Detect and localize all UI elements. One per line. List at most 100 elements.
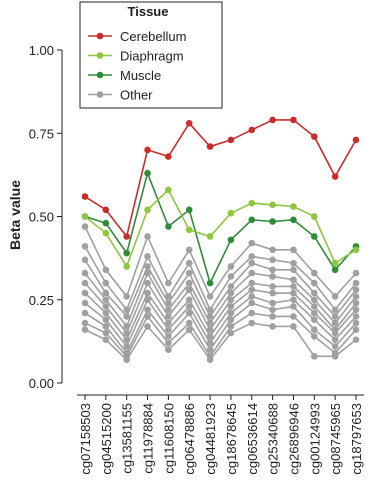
data-point: [165, 339, 172, 347]
data-line: [84, 170, 357, 286]
data-point: [81, 309, 89, 317]
data-point: [352, 269, 360, 277]
x-tick-label: cg18678645: [224, 403, 239, 475]
data-point: [102, 279, 110, 287]
legend-marker: [96, 71, 104, 79]
data-point: [102, 266, 110, 274]
data-point: [185, 309, 193, 317]
data-line: [84, 271, 357, 328]
data-point: [144, 306, 151, 314]
data-point: [269, 266, 276, 274]
data-point: [185, 279, 193, 287]
data-point: [165, 153, 172, 160]
data-point: [248, 216, 256, 224]
data-line: [84, 288, 357, 342]
x-tick-label: cg06536614: [245, 403, 260, 475]
data-point: [144, 289, 151, 297]
data-point: [248, 239, 256, 247]
data-point: [123, 233, 130, 240]
legend-marker: [96, 52, 104, 59]
data-point: [269, 201, 276, 209]
data-point: [290, 216, 297, 224]
data-point: [227, 263, 235, 270]
data-point: [123, 249, 130, 257]
data-point: [290, 259, 297, 267]
data-point: [102, 206, 110, 214]
x-tick-label: cg08745965: [328, 403, 343, 475]
data-point: [144, 253, 151, 260]
data-point: [102, 303, 110, 310]
data-point: [206, 346, 214, 354]
data-point: [102, 296, 110, 304]
data-point: [144, 169, 151, 177]
x-tick-label: cg06478886: [182, 403, 197, 475]
data-point: [165, 306, 172, 314]
data-point: [185, 206, 193, 214]
data-point: [311, 303, 318, 310]
data-point: [123, 356, 130, 363]
data-point: [290, 276, 297, 284]
data-point: [331, 293, 339, 300]
data-point: [165, 299, 172, 307]
data-point: [185, 259, 193, 267]
data-point: [102, 316, 110, 324]
y-tick-label: 0.00: [29, 376, 54, 391]
data-point: [290, 313, 297, 320]
y-tick-label: 1.00: [29, 43, 54, 58]
data-point: [311, 233, 318, 240]
data-point: [102, 329, 110, 337]
data-point: [248, 279, 256, 287]
x-tick-label: cg25340688: [266, 403, 281, 475]
data-point: [269, 218, 276, 225]
data-point: [206, 319, 214, 327]
data-point: [290, 296, 297, 304]
data-point: [185, 296, 193, 304]
data-point: [102, 323, 110, 330]
data-point: [81, 289, 89, 297]
data-point: [185, 303, 193, 310]
data-point: [227, 309, 235, 317]
data-point: [269, 313, 276, 320]
legend-marker: [96, 91, 104, 98]
data-point: [123, 313, 130, 320]
data-point: [227, 283, 235, 290]
x-tick-label: cg13581155: [120, 403, 135, 474]
x-tick-label: cg18797653: [349, 403, 364, 475]
x-tick-label: cg07158503: [78, 403, 93, 475]
legend-label: Cerebellum: [120, 29, 186, 44]
data-point: [102, 229, 110, 237]
data-point: [227, 329, 235, 337]
data-point: [311, 269, 318, 277]
data-line: [84, 295, 357, 348]
legend-title: Tissue: [128, 4, 169, 19]
data-point: [81, 213, 89, 220]
data-point: [331, 173, 339, 180]
data-line: [84, 312, 357, 358]
data-point: [248, 299, 256, 307]
data-point: [206, 233, 214, 240]
data-point: [290, 323, 297, 330]
data-point: [81, 269, 89, 277]
data-point: [144, 263, 151, 270]
data-point: [311, 213, 318, 220]
data-point: [269, 116, 276, 124]
x-tick-label: cg04481923: [203, 403, 218, 475]
data-point: [331, 266, 339, 274]
data-point: [81, 319, 89, 327]
data-point: [331, 319, 339, 327]
data-point: [165, 326, 172, 334]
data-point: [206, 143, 214, 150]
data-point: [248, 259, 256, 267]
data-point: [81, 243, 89, 250]
x-tick-label: cg00124993: [307, 403, 322, 475]
data-point: [227, 323, 235, 330]
data-point: [269, 283, 276, 290]
data-point: [123, 293, 130, 300]
legend-marker: [96, 32, 104, 40]
data-point: [144, 269, 151, 277]
data-line: [84, 322, 357, 362]
data-point: [269, 299, 276, 307]
data-point: [352, 326, 360, 334]
y-tick-label: 0.25: [29, 293, 54, 308]
